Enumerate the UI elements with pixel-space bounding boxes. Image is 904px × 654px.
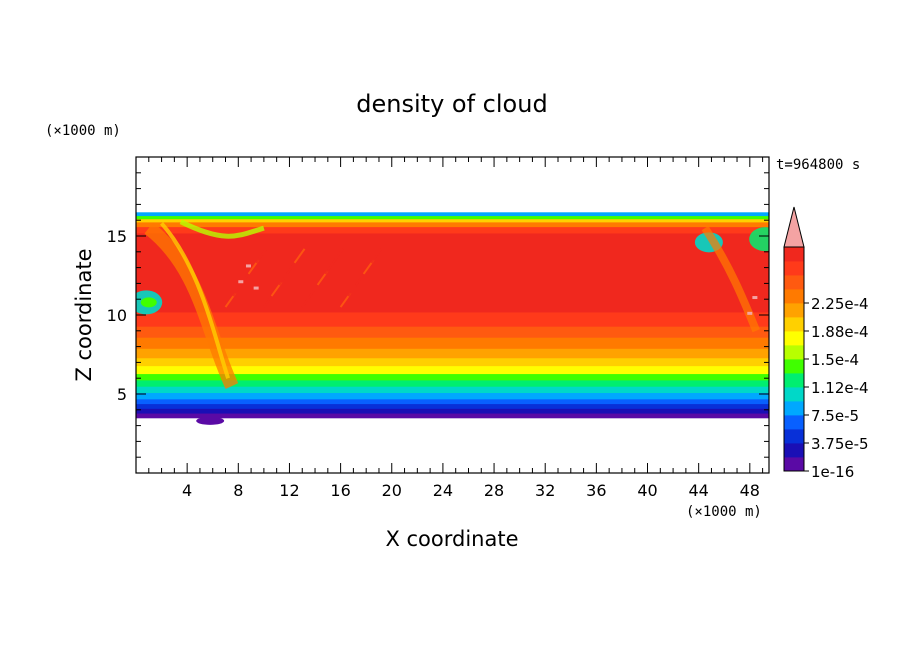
cloud-band xyxy=(136,403,769,409)
cloud-band xyxy=(136,398,769,405)
cloud-band xyxy=(136,365,769,375)
x-tick-label: 16 xyxy=(330,481,350,500)
cloud-band xyxy=(136,392,769,400)
colorbar-swatch xyxy=(784,415,804,430)
colorbar-swatch xyxy=(784,317,804,332)
cloud-band xyxy=(136,373,769,381)
colorbar-extend-arrow xyxy=(783,206,805,248)
right-edge-eddy xyxy=(749,227,769,252)
x-axis: 4 8 12 16 20 24 28 32 36 40 44 48 xyxy=(148,157,764,500)
cloud-band xyxy=(136,379,769,387)
x-tick-label: 4 xyxy=(182,481,192,500)
colorbar-swatch xyxy=(784,387,804,402)
x-tick-label: 48 xyxy=(740,481,760,500)
cloud-band xyxy=(136,412,769,419)
colorbar-label: 1e-16 xyxy=(811,463,854,481)
max-patch xyxy=(245,264,251,268)
cloud-band xyxy=(136,357,769,367)
colorbar-label: 1.12e-4 xyxy=(811,379,869,397)
colorbar-label: 3.75e-5 xyxy=(811,435,869,453)
cloud-band xyxy=(136,254,769,313)
lower-edge-lobe xyxy=(196,416,225,425)
cloud-band xyxy=(136,218,769,223)
x-tick-label: 28 xyxy=(484,481,504,500)
wave-streak xyxy=(370,248,383,264)
cloud-band xyxy=(136,386,769,394)
colorbar: 2.25e-4 1.88e-4 1.5e-4 1.12e-4 7.5e-5 3.75e-5… xyxy=(783,206,869,481)
plot-area xyxy=(136,212,769,425)
y-tick-label: 10 xyxy=(107,306,127,325)
x-unit-label: (×1000 m) xyxy=(686,504,762,520)
time-label: t=964800 s xyxy=(776,157,860,173)
colorbar-swatch xyxy=(784,401,804,416)
x-tick-label: 36 xyxy=(586,481,606,500)
x-tick-label: 8 xyxy=(233,481,243,500)
colorbar-swatch xyxy=(784,443,804,458)
colorbar-swatch xyxy=(784,289,804,304)
colorbar-swatch xyxy=(784,359,804,374)
colorbar-swatch xyxy=(784,373,804,388)
y-tick-label: 15 xyxy=(107,227,127,246)
cloud-features xyxy=(136,219,769,425)
colorbar-label: 2.25e-4 xyxy=(811,295,869,313)
x-tick-label: 40 xyxy=(637,481,657,500)
wave-streak xyxy=(293,248,306,264)
anvil-edge xyxy=(179,219,265,239)
y-tick-label: 5 xyxy=(117,385,127,404)
x-tick-label: 44 xyxy=(688,481,708,500)
colorbar-swatch xyxy=(784,429,804,444)
cloud-band xyxy=(136,232,769,256)
colorbar-label: 7.5e-5 xyxy=(811,407,859,425)
colorbar-label: 1.88e-4 xyxy=(811,323,869,341)
y-axis: 5 10 15 xyxy=(107,172,769,458)
right-downdraft xyxy=(701,225,760,333)
colorbar-swatch xyxy=(784,261,804,276)
cloud-band xyxy=(136,348,769,359)
cloud-bands xyxy=(136,212,769,419)
x-tick-label: 12 xyxy=(279,481,299,500)
left-eddy-core xyxy=(140,297,157,308)
y-axis-title: Z coordinate xyxy=(72,248,96,381)
cloud-band xyxy=(136,215,769,220)
cloud-band xyxy=(136,212,769,217)
wave-streak xyxy=(255,248,268,264)
x-tick-label: 24 xyxy=(433,481,453,500)
x-tick-label: 32 xyxy=(535,481,555,500)
max-patch xyxy=(747,311,753,315)
max-patch xyxy=(253,286,259,290)
colorbar-swatch xyxy=(784,345,804,360)
convective-streak xyxy=(160,222,230,379)
cloud-band xyxy=(136,221,769,228)
colorbar-swatch xyxy=(784,275,804,290)
cloud-band xyxy=(136,326,769,338)
cloud-band xyxy=(136,408,769,414)
x-axis-title: X coordinate xyxy=(385,527,518,551)
colorbar-swatch xyxy=(784,457,804,472)
x-tick-label: 20 xyxy=(382,481,402,500)
wave-streak xyxy=(332,248,344,264)
colorbar-swatch xyxy=(784,303,804,318)
colorbar-swatch xyxy=(784,331,804,346)
y-unit-label: (×1000 m) xyxy=(45,123,121,139)
colorbar-label: 1.5e-4 xyxy=(811,351,859,369)
cloud-band xyxy=(136,337,769,349)
cloud-band xyxy=(136,226,769,234)
max-patch xyxy=(238,280,244,284)
colorbar-swatch xyxy=(784,247,804,262)
chart-title: density of cloud xyxy=(356,90,547,118)
max-patch xyxy=(752,296,758,300)
cloud-band xyxy=(136,311,769,327)
